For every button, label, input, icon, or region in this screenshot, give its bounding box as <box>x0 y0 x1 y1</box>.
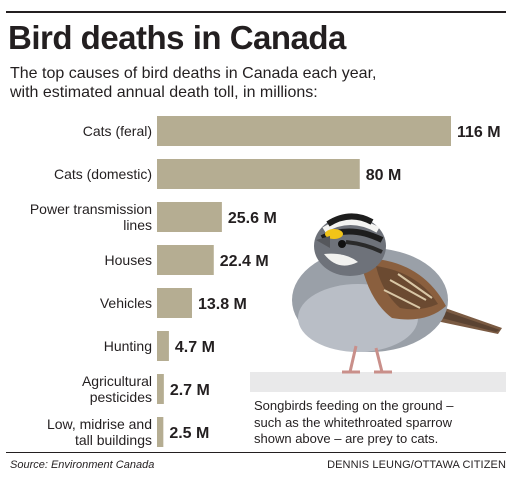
top-rule <box>6 11 506 13</box>
value-label: 116 M <box>457 124 501 141</box>
category-label: pesticides <box>90 389 152 405</box>
category-label: Hunting <box>104 338 152 354</box>
chart-title: Bird deaths in Canada <box>8 19 346 56</box>
credit-line: DENNIS LEUNG/OTTAWA CITIZEN <box>327 459 506 471</box>
bird-photo-ground <box>250 372 506 392</box>
bar <box>157 288 192 318</box>
bar <box>157 202 222 232</box>
subtitle-line-2: with estimated annual death toll, in mil… <box>10 84 318 101</box>
bar <box>157 116 451 146</box>
subtitle-line-1: The top causes of bird deaths in Canada … <box>10 65 377 82</box>
category-label: tall buildings <box>75 432 152 448</box>
chart-subtitle: The top causes of bird deaths in Canada … <box>10 64 504 102</box>
category-label: Cats (domestic) <box>54 166 152 182</box>
bar <box>157 417 164 447</box>
photo-caption: Songbirds feeding on the ground – such a… <box>254 398 506 448</box>
category-label: Houses <box>105 252 152 268</box>
category-label: lines <box>123 217 152 233</box>
source-note: Source: Environment Canada <box>10 459 155 471</box>
category-label: Low, midrise and <box>47 416 152 432</box>
caption-line-1: Songbirds feeding on the ground – <box>254 398 454 413</box>
caption-line-2: such as the whitethroated sparrow <box>254 414 452 430</box>
caption-line-3: shown above – are prey to cats. <box>254 431 439 446</box>
bottom-rule <box>6 452 506 453</box>
value-label: 13.8 M <box>198 296 247 313</box>
value-label: 2.7 M <box>170 382 210 399</box>
sparrow-photo <box>292 213 502 374</box>
category-label: Agricultural <box>82 373 152 389</box>
value-label: 2.5 M <box>169 425 209 442</box>
value-label: 22.4 M <box>220 253 269 270</box>
category-label: Cats (feral) <box>83 123 152 139</box>
bar <box>157 331 169 361</box>
category-label: Vehicles <box>100 295 152 311</box>
value-label: 4.7 M <box>175 339 215 356</box>
bar <box>157 245 214 275</box>
value-label: 25.6 M <box>228 210 277 227</box>
category-label: Power transmission <box>30 201 152 217</box>
bar <box>157 374 164 404</box>
value-label: 80 M <box>366 167 402 184</box>
bar <box>157 159 360 189</box>
